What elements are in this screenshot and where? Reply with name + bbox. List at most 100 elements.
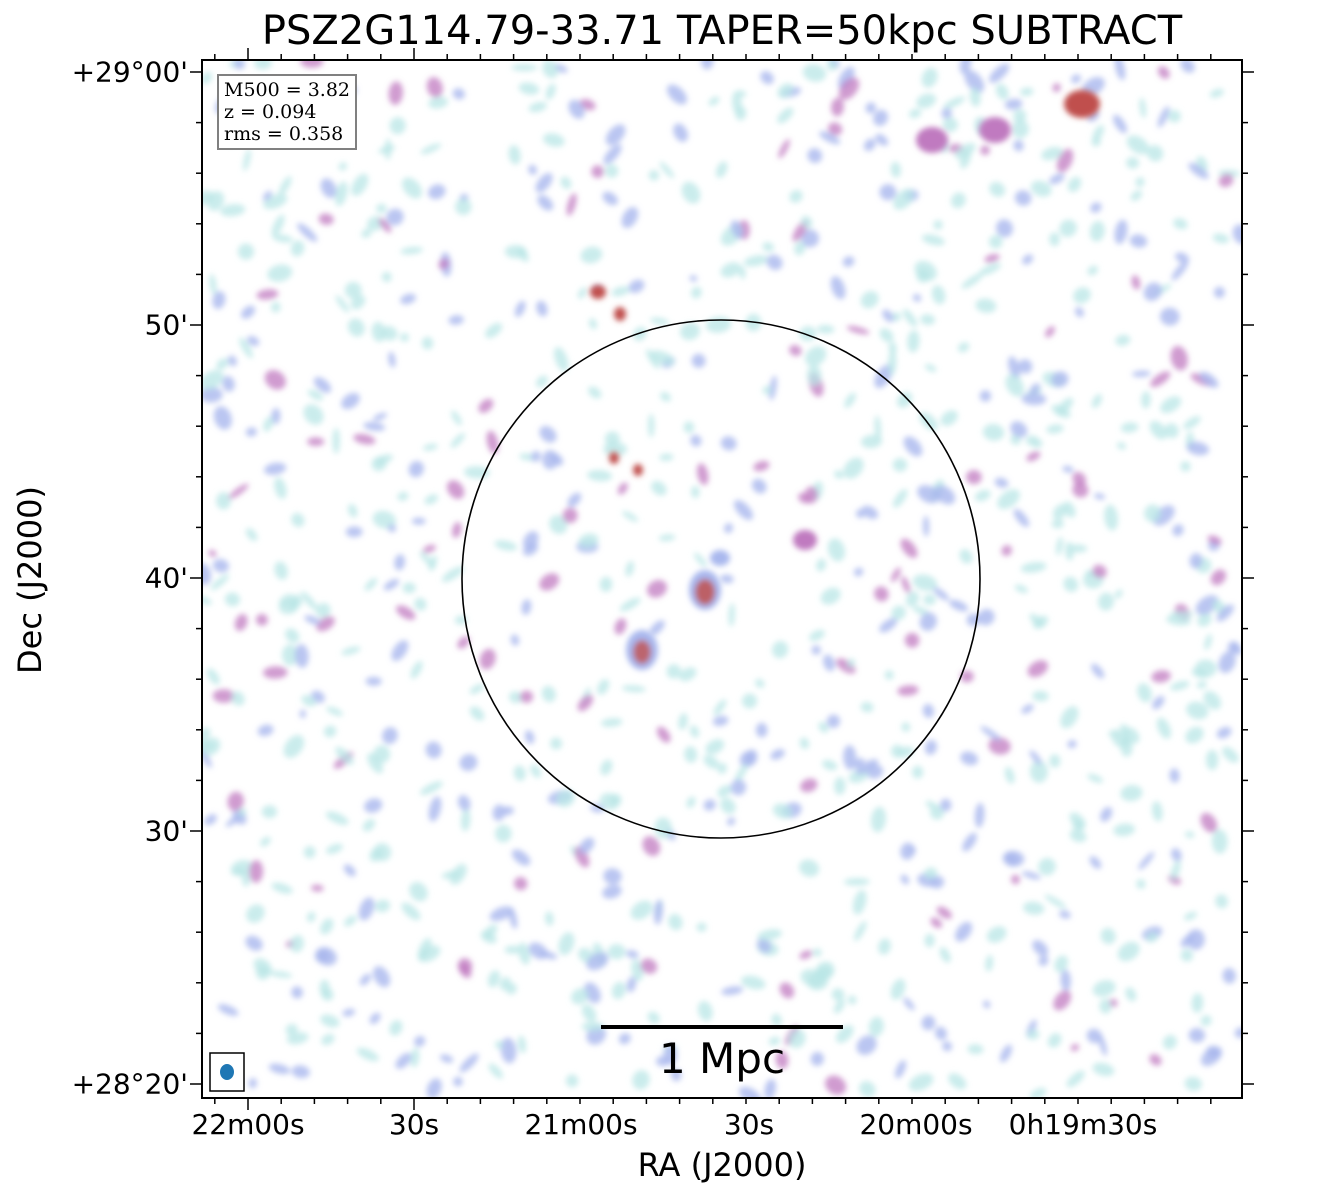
noise-blob [262, 190, 272, 201]
noise-blob [1010, 874, 1021, 885]
noise-blob [260, 836, 271, 847]
noise-blob [488, 1063, 504, 1079]
info-redshift: z = 0.094 [224, 101, 317, 123]
info-box: M500 = 3.82 z = 0.094 rms = 0.358 [217, 74, 358, 150]
noise-blob [290, 240, 305, 257]
noise-blob [1173, 218, 1188, 230]
noise-blob [492, 804, 506, 821]
noise-blob [300, 60, 324, 68]
noise-blob [401, 902, 421, 921]
noise-blob [892, 458, 908, 472]
noise-blob [681, 181, 701, 204]
noise-blob [1098, 592, 1114, 611]
noise-blob [508, 145, 521, 165]
noise-blob [794, 241, 806, 256]
noise-blob [1180, 949, 1194, 962]
noise-blob [1136, 879, 1146, 889]
noise-blob [884, 670, 894, 680]
noise-blob [242, 149, 251, 172]
noise-blob [479, 648, 496, 670]
noise-blob [708, 96, 720, 106]
noise-blob [388, 81, 403, 105]
noise-blob [1188, 162, 1209, 179]
noise-blob [1063, 501, 1076, 518]
scale-bar-label: 1 Mpc [658, 1034, 786, 1083]
noise-blob [1203, 691, 1222, 710]
noise-blob [217, 1004, 239, 1016]
noise-blob [1171, 260, 1189, 281]
noise-blob [206, 668, 220, 685]
noise-blob [271, 214, 285, 237]
noise-blob [550, 453, 564, 466]
noise-blob [855, 759, 879, 775]
noise-blob [1151, 670, 1171, 683]
noise-blob [772, 640, 789, 659]
noise-blob [500, 1037, 517, 1064]
noise-blob [766, 254, 783, 271]
noise-blob [216, 358, 229, 370]
noise-blob [424, 494, 439, 505]
noise-blob [942, 1041, 953, 1052]
noise-blob [890, 744, 904, 758]
noise-blob [995, 83, 1009, 100]
y-tick-label: +29°00' [71, 55, 188, 89]
noise-blob [301, 695, 317, 707]
noise-blob [924, 933, 935, 948]
noise-blob [1014, 584, 1029, 594]
noise-blob [865, 102, 877, 114]
noise-blob [1115, 334, 1131, 346]
noise-blob [1113, 823, 1136, 837]
x-axis-label: RA (J2000) [637, 1146, 807, 1184]
noise-blob [315, 946, 337, 966]
noise-blob [1004, 98, 1023, 110]
noise-blob [486, 430, 499, 454]
noise-blob [325, 843, 343, 855]
noise-blob [1047, 1033, 1062, 1048]
noise-blob [274, 477, 287, 499]
noise-blob [419, 781, 443, 795]
noise-blob [1144, 504, 1162, 523]
noise-blob [1209, 88, 1224, 98]
noise-blob [1026, 1029, 1040, 1040]
noise-blob [874, 586, 889, 602]
noise-blob [826, 60, 837, 71]
noise-blob [255, 613, 268, 626]
noise-blob [408, 461, 424, 478]
noise-blob [605, 124, 626, 146]
noise-blob [788, 1029, 806, 1049]
noise-blob [246, 904, 265, 923]
noise-blob [890, 567, 901, 583]
noise-blob [378, 145, 396, 154]
noise-blob [1072, 471, 1087, 487]
noise-blob [1032, 940, 1049, 957]
noise-blob [565, 1074, 579, 1088]
noise-blob [1164, 423, 1179, 439]
noise-blob [933, 587, 950, 601]
noise-blob [726, 817, 736, 826]
noise-blob [469, 706, 485, 721]
noise-blob [556, 789, 575, 807]
noise-blob [267, 264, 293, 282]
noise-blob [1021, 704, 1034, 714]
noise-blob [202, 190, 214, 206]
noise-blob [961, 273, 983, 289]
noise-blob [428, 96, 449, 109]
noise-blob [459, 754, 478, 771]
noise-blob [362, 818, 376, 832]
noise-blob [648, 413, 655, 438]
noise-blob [1227, 641, 1240, 654]
noise-blob [417, 938, 432, 961]
noise-blob [1053, 990, 1072, 1011]
noise-blob [281, 644, 299, 666]
noise-blob [528, 101, 547, 113]
noise-blob [1152, 695, 1165, 710]
noise-blob [518, 82, 540, 95]
noise-blob [347, 503, 358, 518]
noise-blob [843, 745, 857, 770]
noise-blob [361, 228, 372, 238]
noise-blob [882, 309, 894, 323]
noise-blob [919, 612, 937, 631]
noise-blob [376, 203, 387, 214]
noise-blob [917, 485, 940, 504]
noise-blob [1175, 252, 1190, 263]
